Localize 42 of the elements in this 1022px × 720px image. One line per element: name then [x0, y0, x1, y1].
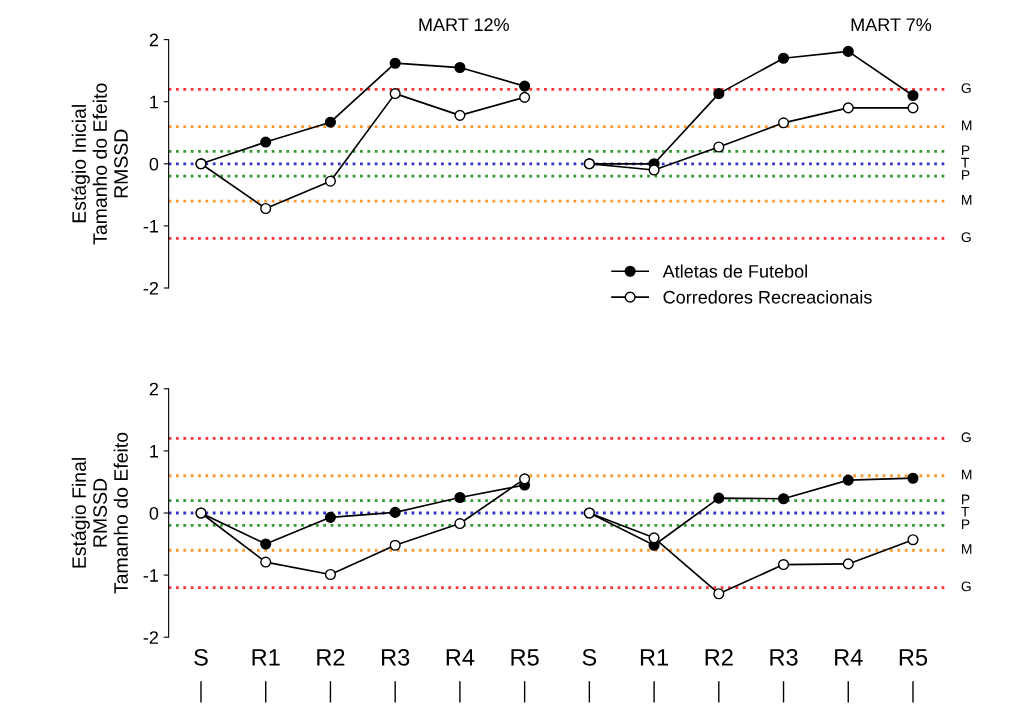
ref-line-label: G [961, 581, 971, 592]
ref-line-label: P [962, 170, 970, 180]
y-tick-label: -1 [143, 220, 159, 233]
ref-line-label: G [961, 83, 971, 94]
x-tick-label: R3 [770, 648, 798, 666]
ref-line-label: M [962, 469, 972, 480]
y-tick-label: 0 [149, 157, 159, 171]
x-tick-label: R4 [835, 649, 863, 666]
x-tick-label: R4 [446, 649, 475, 666]
y-tick-label: 1 [150, 445, 159, 458]
ref-line-label: M [962, 120, 972, 131]
x-tick-label: S [194, 648, 208, 666]
y-tick-label: 1 [150, 95, 159, 109]
text: MART 7% [851, 18, 932, 31]
x-tick-label: R5 [899, 649, 928, 666]
ref-line-label: T [961, 157, 970, 168]
y-tick-label: 2 [149, 382, 158, 396]
x-tick-label: S [582, 648, 597, 666]
y-tick-label: -2 [143, 631, 158, 644]
legend-label: Atletas de Futebol [662, 264, 807, 278]
legend-label: Corredores Recreacionais [663, 290, 872, 304]
y-axis-title: Estágio Inicial Tamanho do Efeito RMSSD [71, 83, 128, 245]
y-axis-title: Estágio Final RMSSD Tamanho do Efeito [71, 432, 128, 594]
ref-line-label: G [961, 432, 971, 443]
y-tick-label: 2 [149, 33, 158, 47]
ref-line-label: M [962, 544, 972, 554]
ref-line-label: P [962, 494, 970, 505]
x-tick-label: R1 [252, 649, 280, 666]
y-tick-label: 0 [149, 506, 159, 520]
ref-line-label: T [961, 507, 970, 517]
y-tick-label: -1 [143, 569, 159, 582]
x-tick-label: R5 [511, 649, 539, 666]
ref-line-label: P [962, 145, 970, 155]
y-tick-label: -2 [143, 281, 158, 295]
text: MART 12% [419, 18, 509, 31]
x-tick-label: R2 [317, 648, 345, 666]
x-tick-label: R2 [705, 648, 733, 666]
ref-line-label: G [961, 232, 971, 243]
x-tick-label: R1 [640, 649, 669, 666]
x-tick-label: R3 [382, 648, 410, 666]
ref-line-label: M [962, 195, 972, 205]
ref-line-label: P [962, 519, 970, 530]
